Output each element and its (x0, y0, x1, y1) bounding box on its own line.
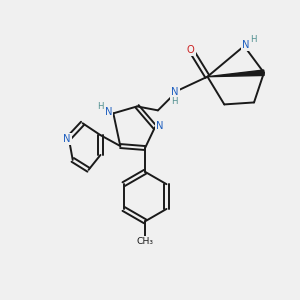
Text: N: N (156, 121, 164, 131)
Text: N: N (242, 40, 250, 50)
Text: O: O (187, 45, 194, 55)
Polygon shape (208, 70, 264, 77)
Text: N: N (63, 134, 70, 144)
Text: N: N (105, 107, 112, 117)
Text: N: N (171, 86, 178, 97)
Text: H: H (97, 102, 104, 111)
Text: CH₃: CH₃ (136, 237, 154, 246)
Text: H: H (172, 97, 178, 106)
Text: H: H (250, 34, 256, 43)
